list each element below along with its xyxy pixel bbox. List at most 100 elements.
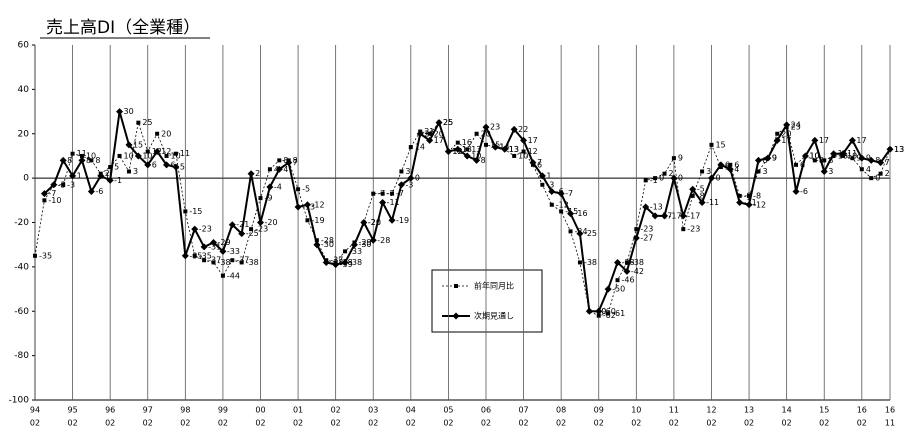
data-point: [59, 156, 67, 164]
data-label: 13: [894, 145, 904, 154]
x-tick-month: 02: [143, 419, 153, 428]
data-point: [117, 153, 122, 158]
data-point: [792, 187, 800, 195]
data-point: [210, 238, 218, 246]
data-point: [606, 311, 611, 316]
data-point: [125, 141, 133, 149]
data-label: -31: [208, 242, 221, 251]
x-tick-label: 03: [368, 406, 378, 415]
x-tick-label: 98: [180, 406, 190, 415]
data-label: 9: [678, 154, 683, 163]
data-label: -9: [264, 194, 272, 203]
y-tick-label: 20: [18, 129, 30, 139]
data-point: [134, 152, 142, 160]
x-tick-label: 11: [669, 406, 679, 415]
data-point: [520, 136, 528, 144]
data-label: 8: [67, 156, 72, 165]
data-point: [238, 230, 246, 238]
data-point: [426, 136, 434, 144]
data-point: [700, 169, 705, 174]
data-label: -11: [387, 198, 400, 207]
data-point: [521, 149, 526, 154]
data-label: -30: [321, 240, 334, 249]
data-point: [249, 227, 254, 232]
data-label: 23: [490, 123, 500, 132]
data-label: 17: [528, 136, 538, 145]
data-label: 8: [283, 156, 288, 165]
data-point: [595, 307, 603, 315]
data-label: -6: [95, 187, 103, 196]
data-label: 4: [283, 165, 288, 174]
data-point: [183, 209, 188, 214]
y-tick-label: -40: [14, 262, 29, 272]
data-label: 11: [847, 149, 857, 158]
data-point: [643, 178, 648, 183]
data-label: -35: [189, 251, 202, 260]
data-point: [867, 156, 875, 164]
data-label: -21: [236, 220, 249, 229]
x-tick-month: 02: [180, 419, 190, 428]
data-point: [634, 227, 639, 232]
x-tick-month: 02: [481, 419, 491, 428]
data-label: 1: [546, 171, 551, 180]
data-label: 22: [518, 125, 528, 134]
data-point: [277, 158, 282, 163]
data-point: [350, 241, 358, 249]
data-label: 24: [791, 120, 801, 129]
data-point: [69, 172, 77, 180]
data-label: -8: [697, 191, 705, 200]
data-point: [465, 147, 470, 152]
data-label: -38: [218, 258, 231, 267]
x-tick-label: 00: [255, 406, 265, 415]
data-label: -37: [236, 256, 249, 265]
y-tick-label: 40: [18, 85, 30, 95]
data-label: 10: [471, 151, 481, 160]
data-point: [397, 181, 405, 189]
data-point: [258, 196, 263, 201]
data-point: [266, 183, 274, 191]
data-label: -37: [208, 256, 221, 265]
data-point: [153, 148, 161, 155]
data-point: [416, 130, 424, 138]
data-label: -23: [687, 225, 700, 234]
data-label: -33: [349, 247, 362, 256]
data-point: [670, 174, 678, 182]
data-label: -62: [603, 311, 616, 320]
data-label: 3: [706, 167, 711, 176]
data-point: [662, 171, 667, 176]
data-label: 3: [133, 167, 138, 176]
data-label: -17: [687, 211, 700, 220]
data-label: -20: [368, 218, 381, 227]
data-label: -35: [199, 251, 212, 260]
data-point: [886, 145, 894, 153]
data-label: -61: [612, 309, 625, 318]
x-tick-month: 02: [669, 419, 679, 428]
data-label: 7: [537, 158, 542, 167]
data-point: [408, 145, 413, 150]
data-label: 20: [781, 129, 791, 138]
data-point: [267, 167, 272, 172]
data-point: [33, 253, 37, 258]
data-label: -38: [246, 258, 259, 267]
data-point: [681, 227, 686, 232]
data-point: [568, 229, 573, 234]
data-label: 17: [819, 136, 829, 145]
x-tick-label: 16: [885, 406, 895, 415]
data-point: [736, 199, 744, 207]
data-point: [653, 176, 658, 181]
data-label: 9: [866, 154, 871, 163]
data-point: [756, 169, 761, 174]
data-label: -15: [189, 207, 202, 216]
x-tick-month: 02: [368, 419, 378, 428]
data-point: [567, 210, 575, 218]
data-point: [773, 136, 781, 144]
data-point: [106, 176, 114, 184]
x-tick-month: 02: [293, 419, 303, 428]
data-label: -30: [358, 240, 371, 249]
data-point: [155, 131, 160, 136]
data-point: [303, 201, 311, 209]
x-tick-month: 02: [857, 419, 867, 428]
data-label: -17: [669, 211, 682, 220]
data-label: 4: [734, 165, 739, 174]
data-label: 30: [124, 107, 134, 116]
